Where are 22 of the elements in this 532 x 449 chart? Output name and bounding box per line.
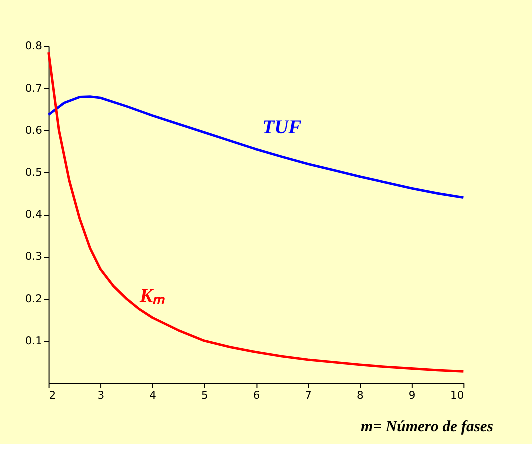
y-tick-label: 0.7 bbox=[25, 82, 42, 95]
y-tick-label: 0.2 bbox=[25, 292, 42, 306]
x-tick-label: 10 bbox=[450, 389, 464, 402]
y-tick-label: 0.8 bbox=[25, 40, 43, 53]
x-tick-label: 4 bbox=[150, 389, 157, 402]
x-tick-label: 7 bbox=[305, 389, 312, 402]
y-tick-label: 0.6 bbox=[25, 124, 43, 137]
y-tick-label: 0.5 bbox=[25, 166, 42, 179]
line-series bbox=[48, 51, 465, 373]
series-label: Kₘ bbox=[139, 286, 166, 308]
y-tick-label: 0.4 bbox=[25, 208, 43, 222]
series-label: TUF bbox=[262, 118, 302, 139]
x-tick-label: 8 bbox=[357, 389, 364, 402]
x-axis-title: m= Número de fases bbox=[360, 418, 494, 436]
x-tick-label: 2 bbox=[49, 389, 56, 402]
x-tick-label: 5 bbox=[201, 389, 208, 402]
y-tick-label: 0.3 bbox=[25, 250, 42, 264]
x-tick-label: 6 bbox=[253, 389, 260, 402]
y-tick-label: 0.1 bbox=[25, 334, 42, 348]
x-tick-label: 9 bbox=[408, 389, 416, 402]
line-series bbox=[48, 96, 465, 200]
x-tick-label: 3 bbox=[98, 389, 105, 402]
